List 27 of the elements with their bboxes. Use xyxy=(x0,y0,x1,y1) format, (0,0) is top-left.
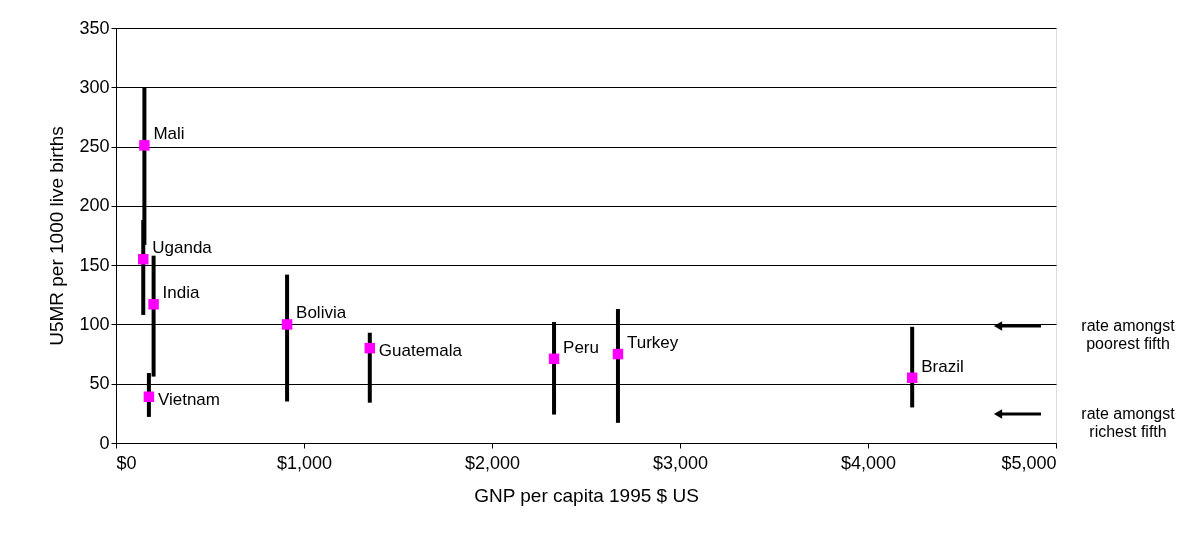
x-tick-label: $1,000 xyxy=(276,452,333,473)
y-axis-title: U5MR per 1000 live births xyxy=(46,126,68,346)
annotation: Uganda xyxy=(152,238,213,258)
annotation: Guatemala xyxy=(378,341,463,361)
x-tick-label: $5,000 xyxy=(1001,452,1057,473)
x-axis-title: GNP per capita 1995 $ US xyxy=(474,484,699,506)
x-tick-label: $2,000 xyxy=(464,452,521,473)
x-tick-label: $0 xyxy=(116,452,137,473)
x-tick-label: $4,000 xyxy=(840,452,897,473)
y-tick-label: 0 xyxy=(99,432,110,453)
annotation: Mali xyxy=(153,124,185,144)
annotation: Turkey xyxy=(626,333,679,353)
y-tick-label: 150 xyxy=(79,254,110,275)
annotation: Brazil xyxy=(921,356,964,376)
annotation: Peru xyxy=(563,337,599,357)
text: rate amongst richest fifth xyxy=(1081,405,1176,440)
y-tick-label: 200 xyxy=(79,195,110,216)
x-tick-label: $3,000 xyxy=(652,452,709,473)
y-tick-label: 350 xyxy=(79,17,110,38)
annotation: Vietnam xyxy=(157,389,220,409)
annotation: Bolivia xyxy=(296,303,347,323)
y-tick-label: 300 xyxy=(79,76,110,97)
y-tick-label: 250 xyxy=(79,136,110,157)
annotation: India xyxy=(162,283,201,303)
text: rate amongst poorest fifth xyxy=(1081,317,1176,352)
y-tick-label: 100 xyxy=(79,313,110,334)
y-tick-label: 50 xyxy=(89,373,110,394)
